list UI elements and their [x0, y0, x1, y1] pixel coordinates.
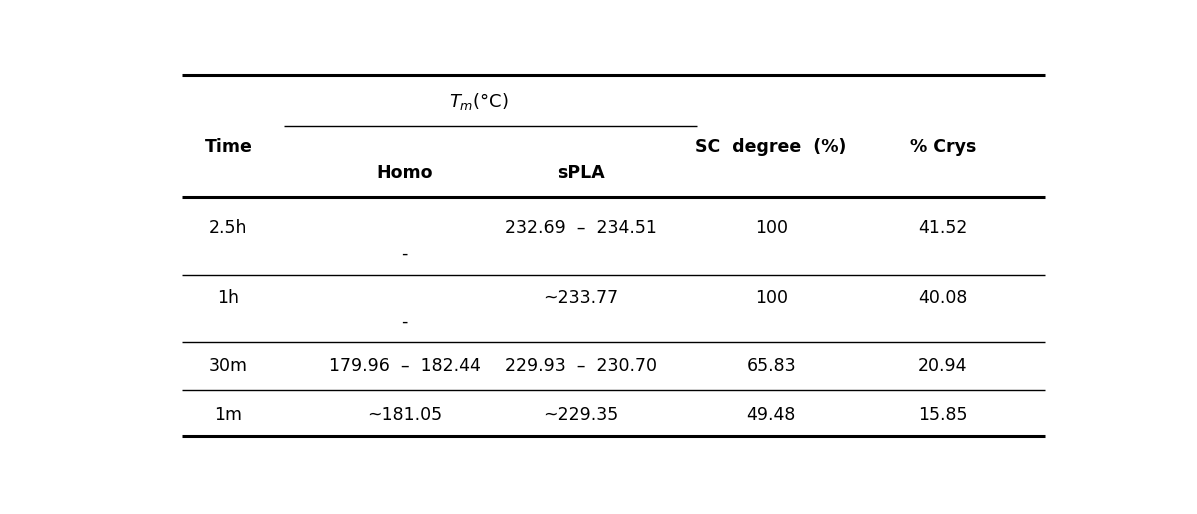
- Text: 100: 100: [754, 218, 788, 236]
- Text: 15.85: 15.85: [918, 406, 967, 424]
- Text: -: -: [401, 245, 408, 263]
- Text: 30m: 30m: [209, 357, 248, 375]
- Text: 41.52: 41.52: [918, 218, 967, 236]
- Text: 65.83: 65.83: [747, 357, 796, 375]
- Text: -: -: [401, 313, 408, 331]
- Text: SC  degree  (%): SC degree (%): [695, 138, 846, 156]
- Text: 232.69  –  234.51: 232.69 – 234.51: [505, 218, 657, 236]
- Text: ~181.05: ~181.05: [367, 406, 443, 424]
- Text: Time: Time: [205, 138, 253, 156]
- Text: 179.96  –  182.44: 179.96 – 182.44: [329, 357, 481, 375]
- Text: 20.94: 20.94: [918, 357, 967, 375]
- Text: ~233.77: ~233.77: [543, 289, 619, 307]
- Text: Homo: Homo: [377, 164, 433, 182]
- Text: 40.08: 40.08: [918, 289, 967, 307]
- Text: 1m: 1m: [214, 406, 243, 424]
- Text: 100: 100: [754, 289, 788, 307]
- Text: $T_m$(°C): $T_m$(°C): [449, 91, 509, 112]
- Text: sPLA: sPLA: [557, 164, 604, 182]
- Text: 2.5h: 2.5h: [209, 218, 248, 236]
- Text: % Crys: % Crys: [910, 138, 976, 156]
- Text: ~229.35: ~229.35: [543, 406, 619, 424]
- Text: 1h: 1h: [218, 289, 239, 307]
- Text: 49.48: 49.48: [747, 406, 796, 424]
- Text: 229.93  –  230.70: 229.93 – 230.70: [505, 357, 657, 375]
